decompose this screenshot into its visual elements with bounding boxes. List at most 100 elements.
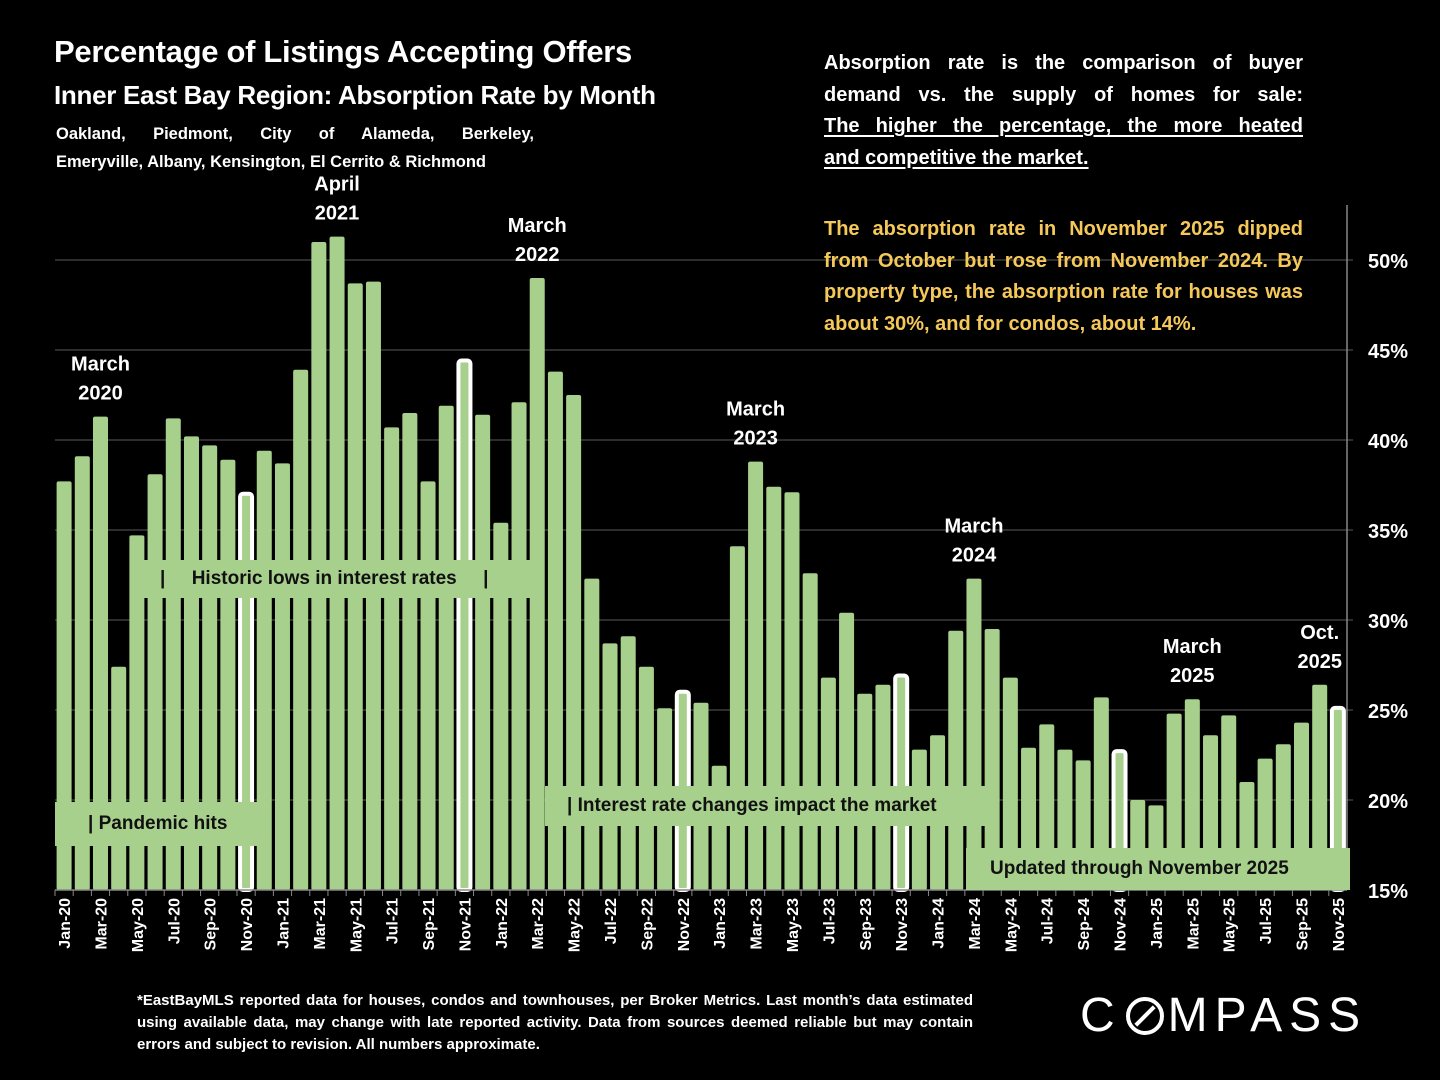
x-tick-label: Jan-24 — [931, 898, 948, 949]
x-tick-label: Nov-24 — [1113, 898, 1130, 951]
bar-Feb-22 — [511, 402, 527, 890]
annotation-rate-changes-text: | Interest rate changes impact the marke… — [567, 795, 937, 816]
bar-annotation-line2: 2022 — [515, 244, 560, 266]
bar-Dec-21 — [475, 414, 491, 890]
bar-annotation-line1: March — [71, 354, 130, 376]
bar-Mar-25 — [1184, 699, 1200, 890]
bar-Jun-23 — [802, 573, 818, 890]
x-tick-label: Mar-22 — [530, 898, 547, 950]
bar-Feb-21 — [293, 369, 309, 890]
bar-highlighted-Nov-23 — [893, 673, 910, 892]
x-tick-label: Jul-23 — [821, 898, 838, 944]
x-tick-label: May-22 — [567, 898, 584, 952]
bar-annotations: March 2020 April 2021 March 2022 March 2023 Marc… — [71, 174, 1342, 688]
bar-annotation-line1: March — [508, 215, 567, 237]
bar-Apr-20 — [111, 666, 127, 890]
bar-annotation-line2: 2023 — [733, 428, 778, 450]
bar-Jul-23 — [820, 677, 836, 890]
x-tick-label: Jan-21 — [275, 898, 292, 949]
bar-Jul-22 — [602, 643, 618, 890]
x-axis-labels: Jan-20 Mar-20 May-20 Jul-20 Sep-20 Nov-20 Jan-… — [54, 890, 1348, 952]
bar-highlighted-Nov-21 — [456, 358, 473, 892]
explanation-underlined-2: and competitive the market. — [824, 146, 1089, 169]
bar-Jun-22 — [584, 578, 600, 890]
x-tick-label: May-24 — [1003, 898, 1020, 952]
x-tick-label: Nov-20 — [239, 898, 256, 951]
x-tick-label: Sep-24 — [1076, 898, 1093, 951]
bar-May-22 — [566, 395, 582, 890]
x-tick-label: May-21 — [348, 898, 365, 952]
bar-Feb-24 — [948, 630, 964, 890]
bar-Sep-22 — [638, 666, 654, 890]
chart-title: Percentage of Listings Accepting Offers — [54, 34, 632, 69]
x-tick-label: May-25 — [1222, 898, 1239, 952]
bar-May-23 — [784, 492, 800, 890]
x-tick-label: Mar-24 — [967, 898, 984, 950]
bar-annotation-line1: March — [1163, 636, 1222, 658]
y-tick-label: 30% — [1368, 611, 1408, 633]
y-tick-label: 15% — [1368, 881, 1408, 903]
bar-Oct-24 — [1093, 697, 1109, 890]
y-tick-label: 25% — [1368, 701, 1408, 723]
bar-Aug-21 — [402, 413, 418, 890]
bar-annotation-line2: 2020 — [78, 383, 123, 405]
bar-Apr-22 — [547, 371, 563, 891]
bar-annotation-line1: March — [726, 399, 785, 421]
explanation-line-1: Absorption rate is the comparison of buy… — [824, 52, 1303, 74]
x-tick-label: Mar-23 — [749, 898, 766, 950]
x-tick-label: Nov-25 — [1331, 898, 1348, 951]
bar-Jan-20 — [56, 481, 72, 890]
x-tick-label: Jan-22 — [494, 898, 511, 949]
bar-Mar-24 — [966, 578, 982, 890]
region-areas-line-1: Oakland, Piedmont, City of Alameda, Berk… — [56, 125, 534, 143]
x-tick-label: Jul-25 — [1258, 898, 1275, 944]
region-areas: Oakland, Piedmont, City of Alameda, Berk… — [56, 120, 534, 176]
x-tick-label: Mar-25 — [1185, 898, 1202, 950]
compass-o-slash-icon — [1125, 996, 1164, 1035]
explanation-underlined-1: The higher the percentage, the more heat… — [824, 115, 1303, 137]
x-tick-label: Sep-23 — [858, 898, 875, 951]
annotation-updated-through-text: Updated through November 2025 — [990, 858, 1289, 879]
bar-Jan-22 — [493, 522, 509, 890]
y-tick-label: 35% — [1368, 521, 1408, 543]
x-tick-label: Sep-25 — [1295, 898, 1312, 951]
logo-text-c: C — [1080, 989, 1122, 1042]
bar-Aug-20 — [183, 436, 199, 890]
bar-May-25 — [1221, 715, 1237, 890]
bar-annotation-line2: 2025 — [1170, 665, 1215, 687]
bar-Jan-23 — [711, 765, 727, 890]
annotation-updated-through: Updated through November 2025 — [966, 848, 1350, 890]
bar-annotation-line2: 2021 — [315, 203, 360, 225]
x-tick-label: Jan-20 — [57, 898, 74, 949]
annotation-rate-changes: | Interest rate changes impact the marke… — [545, 786, 998, 826]
y-axis: 15% 20% 25% 30% 35% 40% 45% 50% — [55, 205, 1408, 903]
bar-Sep-21 — [420, 481, 436, 890]
bar-Feb-23 — [729, 546, 745, 890]
explanation-line-2: demand vs. the supply of homes for sale: — [824, 83, 1303, 106]
bar-May-24 — [1002, 677, 1018, 890]
x-tick-label: Sep-21 — [421, 898, 438, 951]
y-tick-label: 40% — [1368, 431, 1408, 453]
annotation-pandemic: | Pandemic hits — [55, 802, 271, 846]
x-tick-label: May-23 — [785, 898, 802, 952]
bar-Mar-23 — [748, 461, 764, 890]
bar-Feb-20 — [74, 456, 90, 890]
bar-May-20 — [129, 535, 145, 890]
footnote: *EastBayMLS reported data for houses, co… — [137, 992, 973, 1053]
x-tick-label: Mar-21 — [312, 898, 329, 950]
x-tick-label: Jul-22 — [603, 898, 620, 944]
y-tick-label: 20% — [1368, 791, 1408, 813]
annotation-pandemic-text: | Pandemic hits — [88, 813, 228, 834]
x-tick-label: Jul-21 — [385, 898, 402, 944]
x-tick-label: Mar-20 — [93, 898, 110, 950]
annotation-historic-lows: | Historic lows in interest rates | — [134, 560, 532, 598]
bar-annotation-line2: 2025 — [1297, 651, 1342, 673]
bar-annotation-line1: April — [314, 174, 360, 196]
x-tick-label: Sep-20 — [203, 898, 220, 951]
x-tick-label: Jul-20 — [166, 898, 183, 944]
bar-Feb-25 — [1166, 713, 1182, 890]
x-tick-label: Jan-25 — [1149, 898, 1166, 949]
bar-Apr-23 — [766, 486, 782, 890]
x-tick-label: Nov-22 — [676, 898, 693, 951]
compass-logo: C MPASS — [1080, 988, 1367, 1043]
